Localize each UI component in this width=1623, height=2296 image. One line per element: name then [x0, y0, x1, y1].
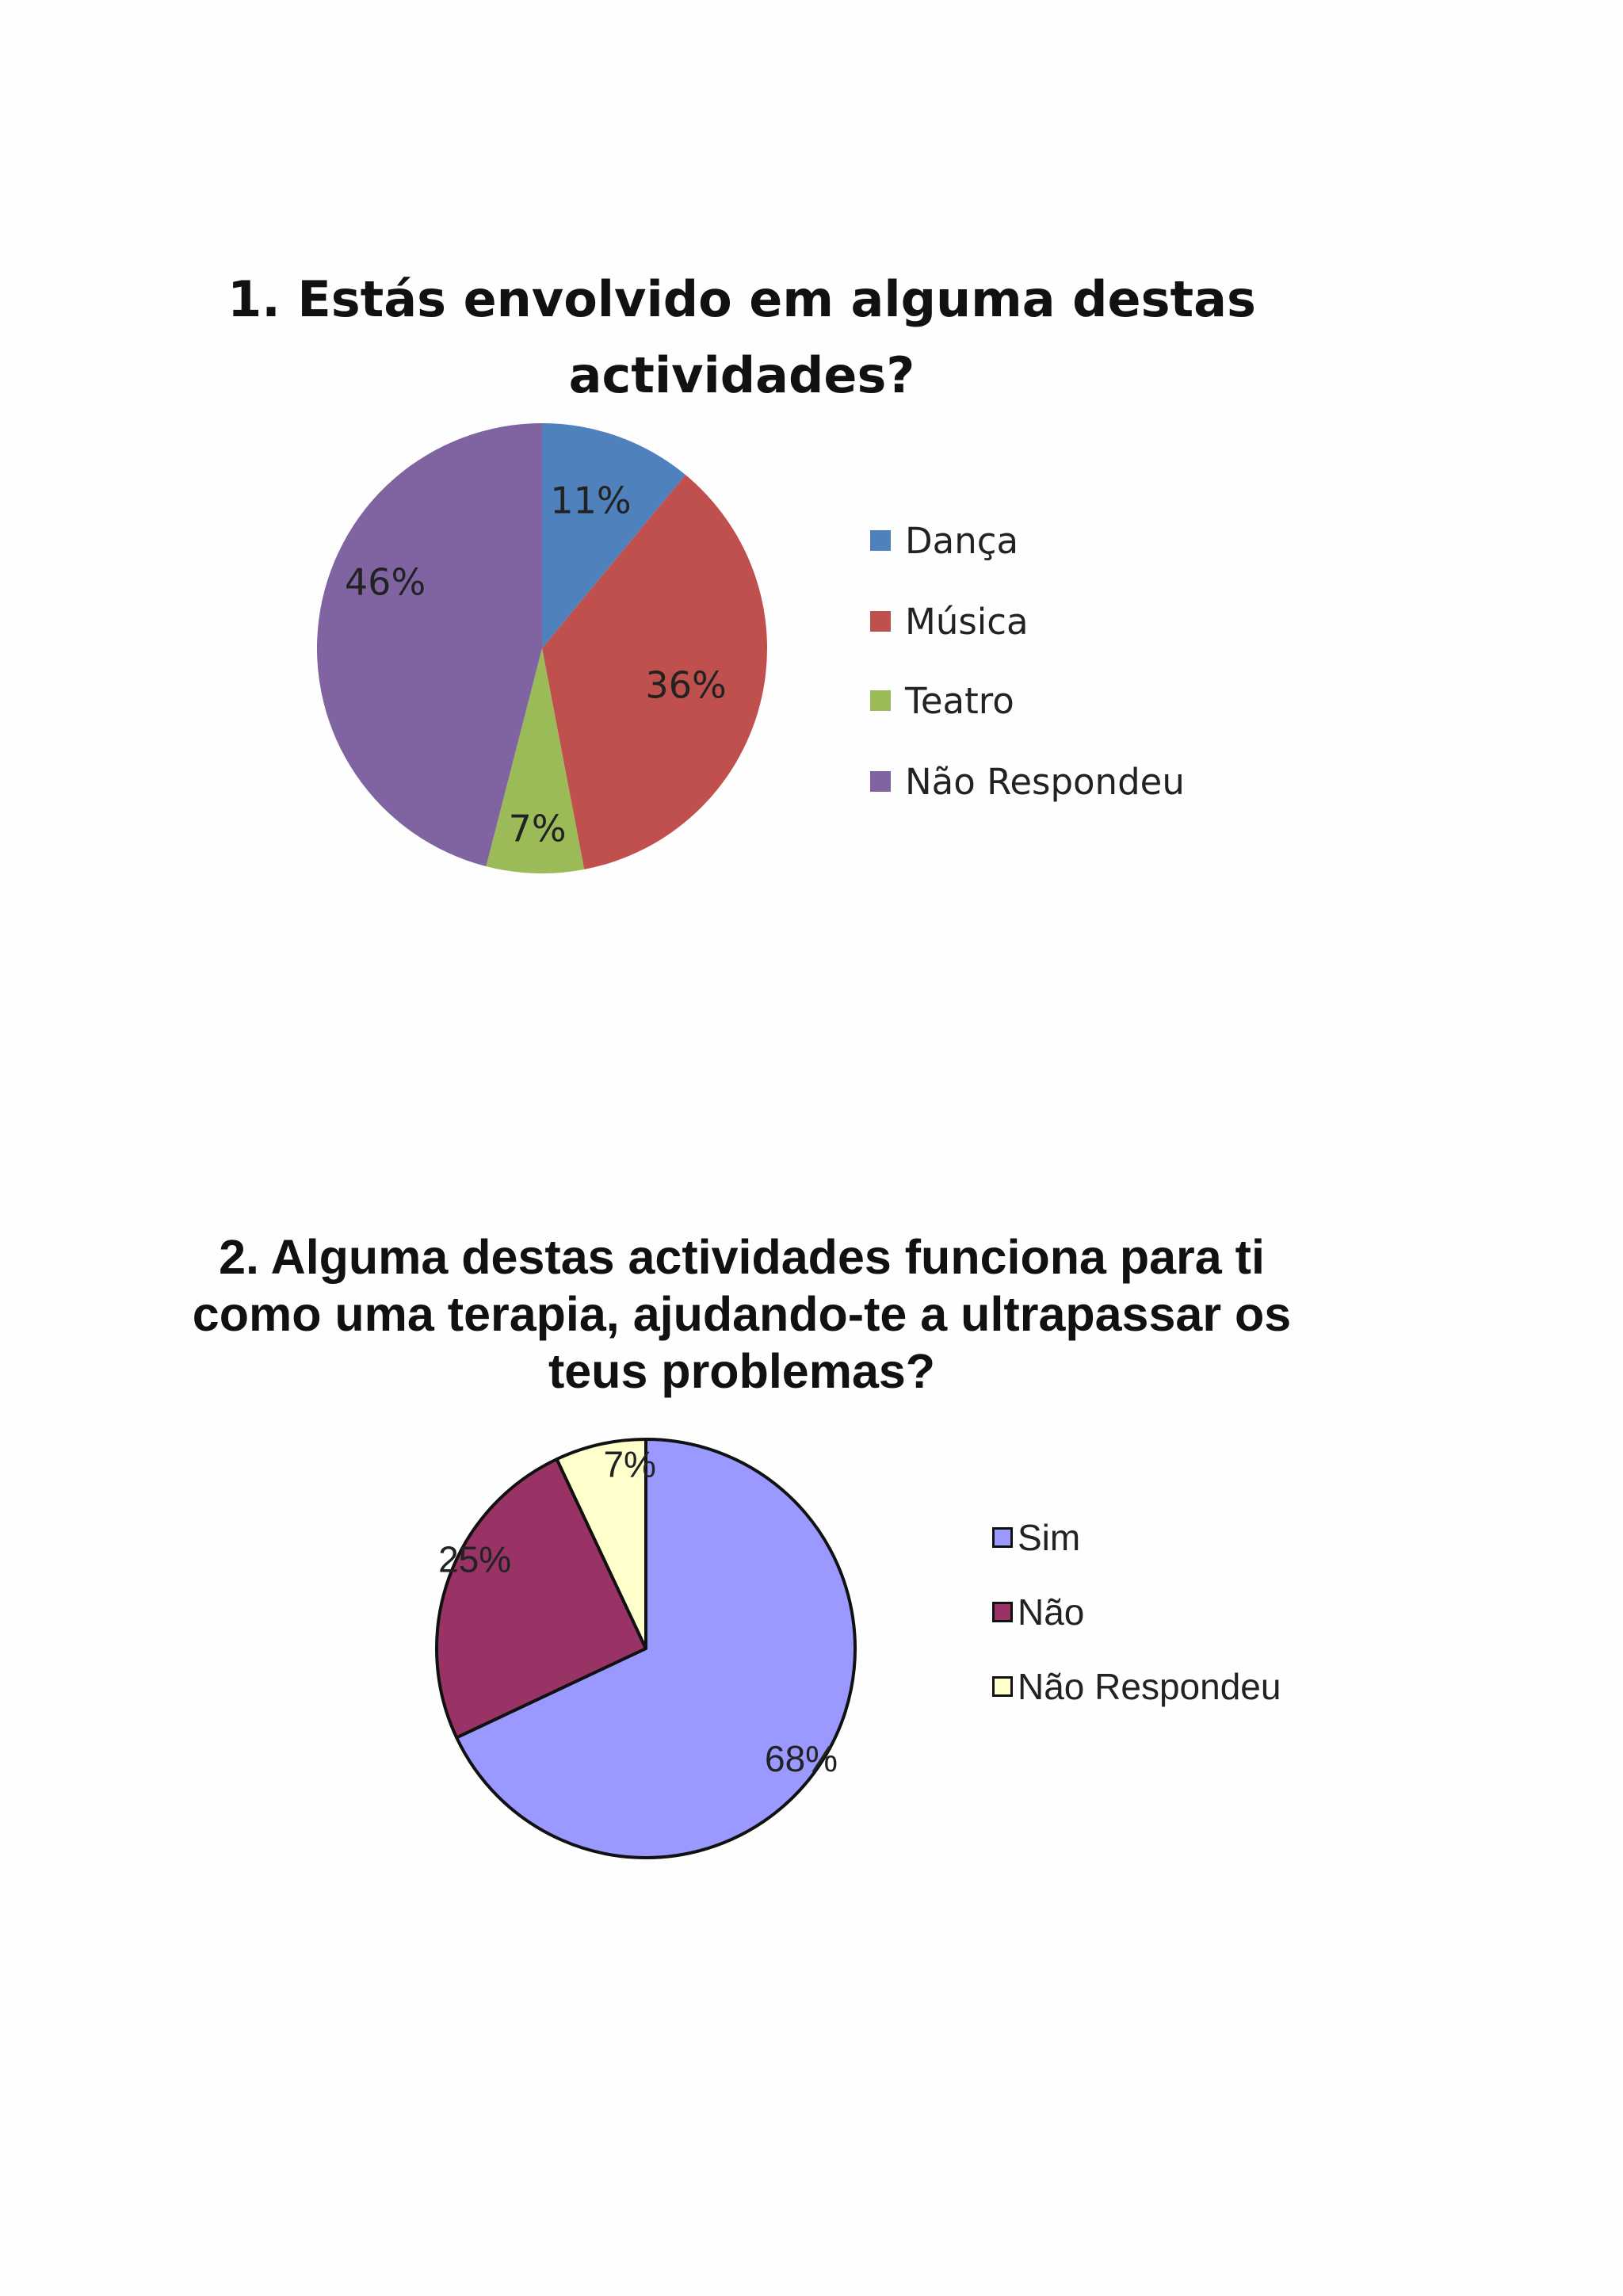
legend-entry: Sim: [992, 1514, 1080, 1561]
legend-label: Não Respondeu: [905, 760, 1185, 803]
data-label: 7%: [509, 807, 567, 850]
data-label: 46%: [345, 561, 426, 604]
legend-swatch: [870, 530, 891, 551]
pie-slice: [542, 423, 686, 648]
pie-slice: [542, 475, 768, 869]
pie-slice: [435, 1457, 647, 1740]
pie-slice: [317, 423, 542, 867]
data-label: 68%: [765, 1738, 838, 1779]
legend-entry: Música: [870, 598, 1029, 645]
legend-label: Sim: [1018, 1517, 1081, 1558]
legend-swatch: [992, 1676, 1013, 1697]
legend-entry: Não Respondeu: [870, 758, 1185, 805]
legend-swatch: [870, 611, 891, 632]
pie-slice: [455, 1438, 857, 1859]
legend-entry: Dança: [870, 517, 1018, 564]
chart-title: 1. Estás envolvido em alguma destas acti…: [227, 270, 1256, 404]
legend-label: Dança: [905, 519, 1019, 562]
legend-label: Música: [905, 600, 1029, 643]
legend-swatch: [992, 1602, 1013, 1622]
pie-chart-activities: 11% 36% 7% 46%: [317, 423, 768, 873]
data-label: 11%: [550, 479, 631, 522]
legend-label: Não Respondeu: [1018, 1666, 1281, 1707]
legend-entry: Não: [992, 1588, 1084, 1636]
legend-swatch: [870, 690, 891, 711]
legend-entry: Teatro: [870, 677, 1014, 724]
legend-label: Não: [1018, 1591, 1085, 1633]
legend-swatch: [870, 771, 891, 792]
data-label: 7%: [603, 1444, 655, 1485]
pie-slice: [486, 648, 585, 873]
chart-title: 2. Alguma destas actividades funciona pa…: [192, 1230, 1292, 1398]
data-label: 25%: [438, 1538, 511, 1580]
legend-label: Teatro: [905, 679, 1014, 722]
legend-entry: Não Respondeu: [992, 1663, 1281, 1710]
pie-slice: [555, 1438, 647, 1650]
legend-swatch: [992, 1527, 1013, 1548]
data-label: 36%: [645, 664, 726, 707]
pie-chart-therapy: 68% 25% 7%: [435, 1438, 857, 1859]
